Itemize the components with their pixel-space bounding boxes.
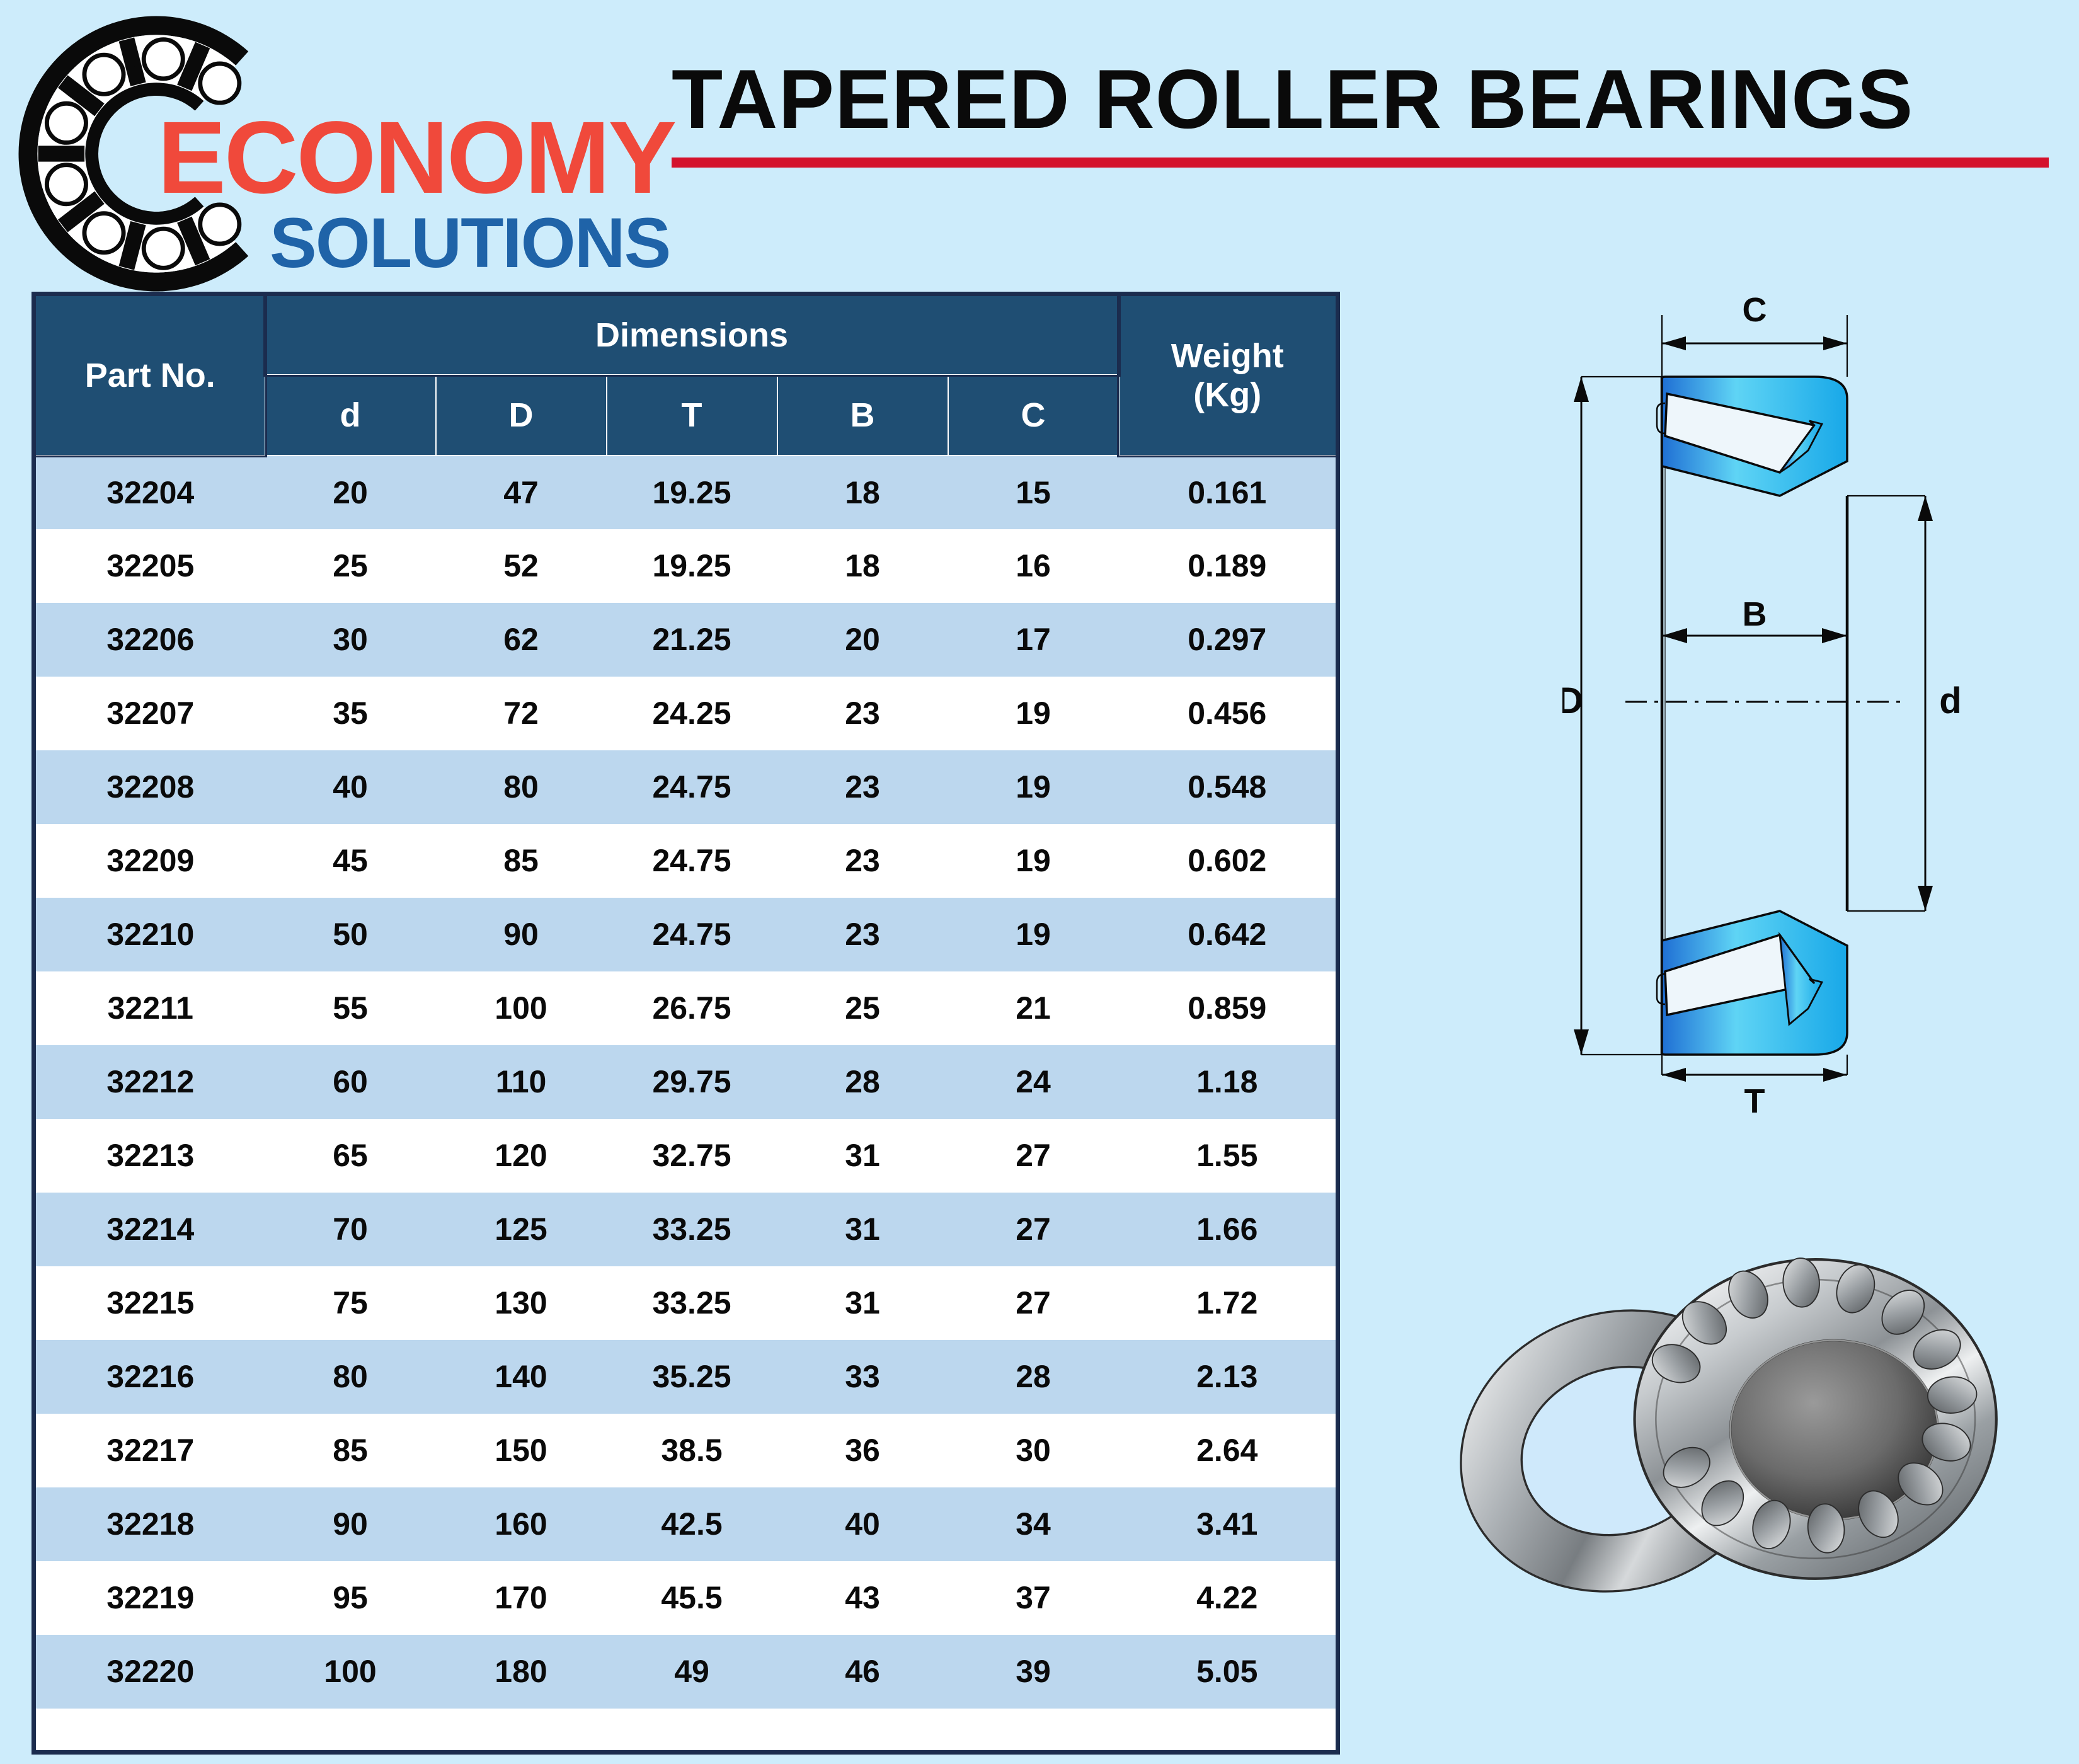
svg-text:D: D [1562, 680, 1583, 721]
svg-text:B: B [1743, 595, 1767, 633]
svg-text:C: C [1743, 296, 1767, 329]
svg-text:T: T [1744, 1082, 1765, 1120]
svg-text:d: d [1939, 680, 1961, 721]
